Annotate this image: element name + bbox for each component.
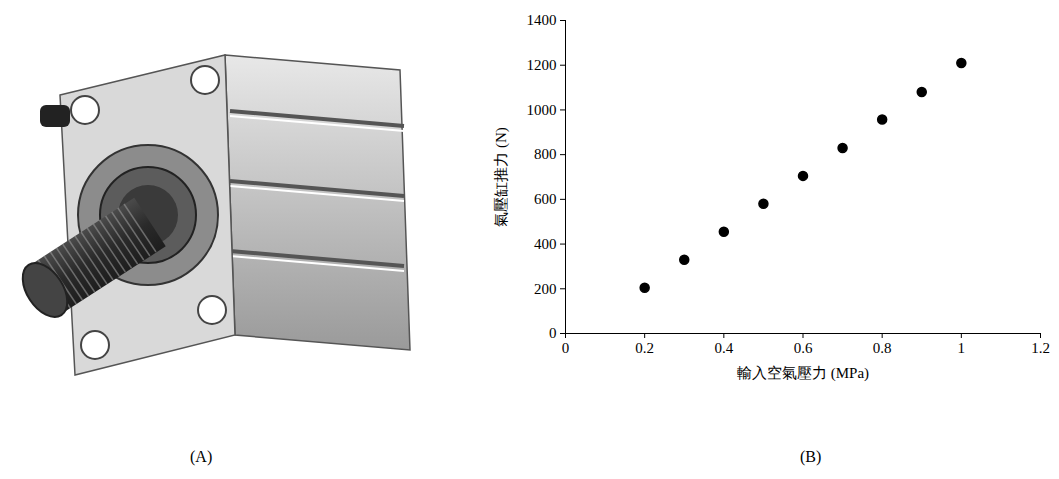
svg-text:0.2: 0.2 (635, 340, 654, 356)
svg-text:0: 0 (549, 325, 557, 341)
html-text:(A): (A) (190, 448, 213, 465)
svg-text:輸入空氣壓力 (MPa): 輸入空氣壓力 (MPa) (737, 365, 869, 382)
svg-text:600: 600 (534, 191, 557, 207)
svg-text:1400: 1400 (527, 12, 557, 28)
svg-text:1: 1 (958, 340, 966, 356)
svg-text:0.8: 0.8 (873, 340, 892, 356)
svg-text:400: 400 (534, 236, 557, 252)
svg-text:0.6: 0.6 (794, 340, 813, 356)
svg-text:1.2: 1.2 (1031, 340, 1050, 356)
svg-text:0.4: 0.4 (714, 340, 733, 356)
html-text:(B): (B) (800, 448, 822, 465)
svg-text:1000: 1000 (527, 102, 557, 118)
svg-text:0: 0 (562, 340, 570, 356)
svg-text:1200: 1200 (527, 57, 557, 73)
svg-text:800: 800 (534, 146, 557, 162)
svg-text:氣壓缸推力 (N): 氣壓缸推力 (N) (493, 127, 510, 227)
svg-text:200: 200 (534, 281, 557, 297)
